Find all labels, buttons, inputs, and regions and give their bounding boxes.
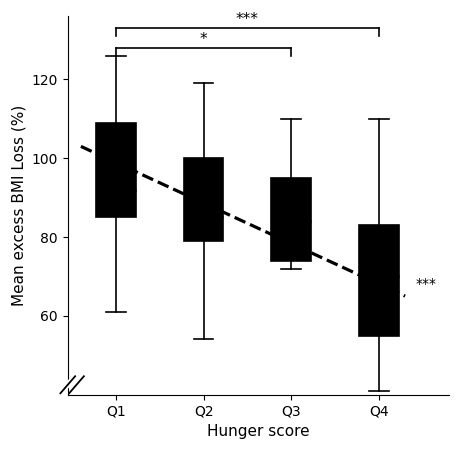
Y-axis label: Mean excess BMI Loss (%): Mean excess BMI Loss (%) (11, 105, 26, 306)
Text: ***: *** (414, 277, 436, 291)
PathPatch shape (96, 123, 135, 217)
PathPatch shape (184, 158, 223, 241)
X-axis label: Hunger score: Hunger score (207, 424, 309, 439)
Text: *: * (199, 32, 207, 47)
Text: ***: *** (235, 12, 258, 27)
PathPatch shape (358, 225, 397, 336)
PathPatch shape (271, 178, 310, 261)
